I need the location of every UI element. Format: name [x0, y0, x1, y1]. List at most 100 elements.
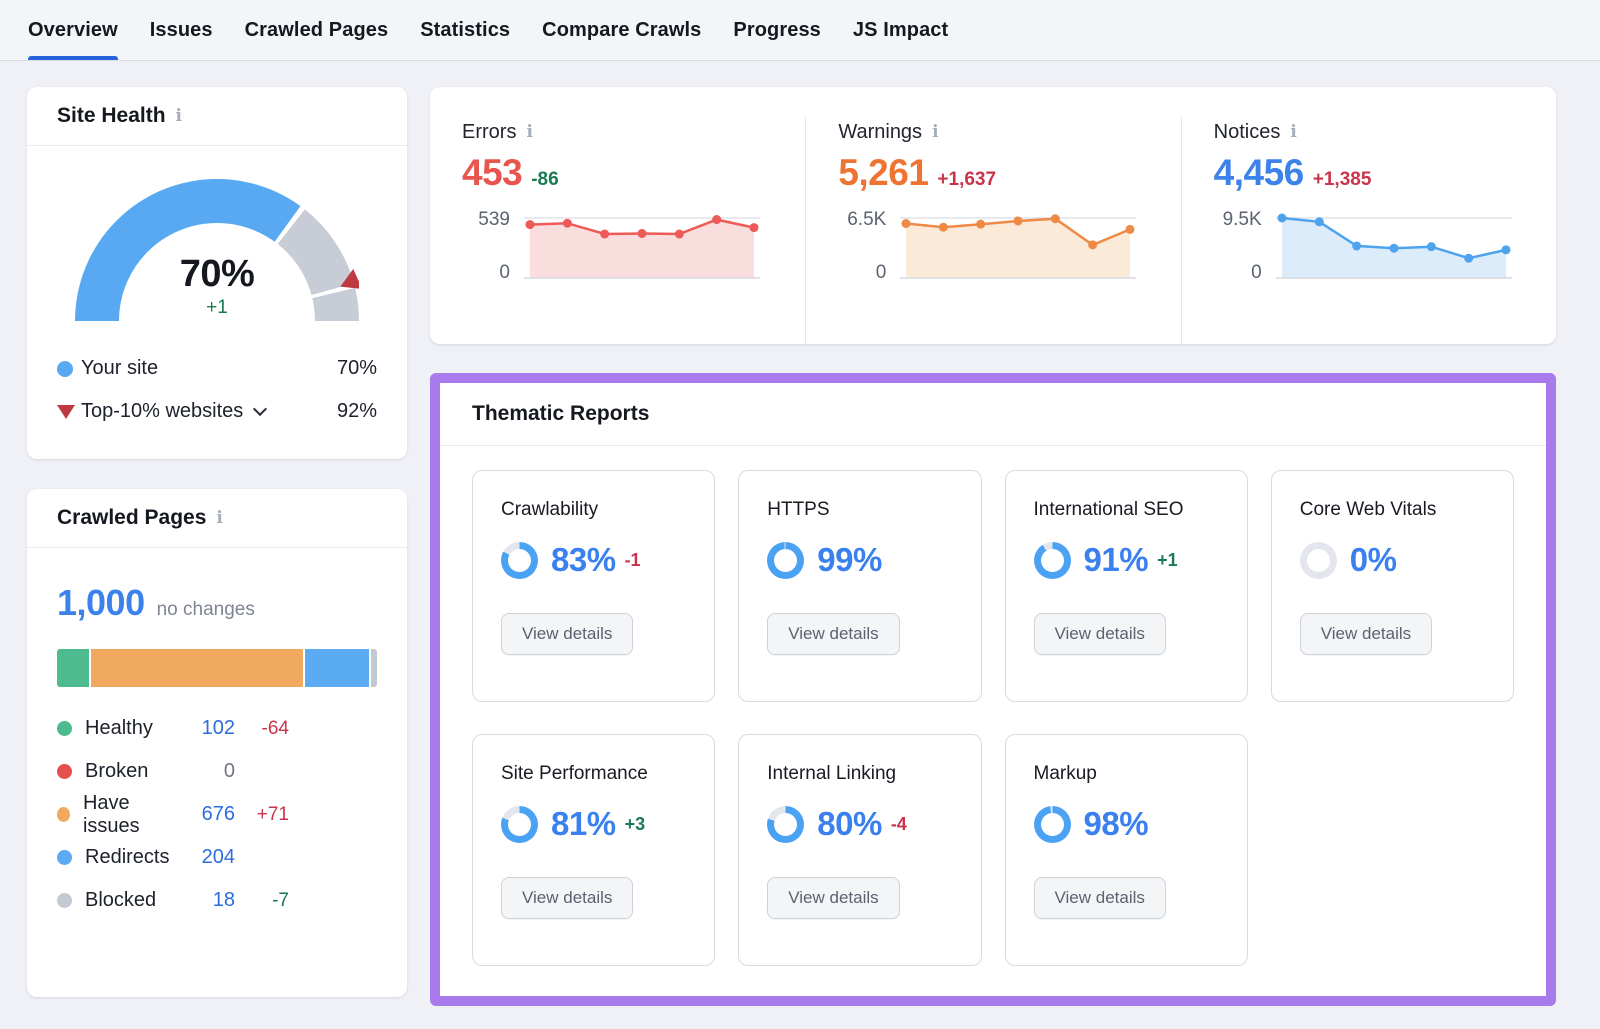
crawled-row-healthy: Healthy 102 -64 [57, 707, 377, 750]
progress-donut-icon [1299, 541, 1337, 579]
crawled-pages-breakdown: Healthy 102 -64 Broken 0 Have issues 676 +71 Red… [57, 707, 377, 922]
stat-label-row: Notices i [1214, 121, 1526, 144]
view-details-button[interactable]: View details [1033, 613, 1166, 655]
axis-min-label: 0 [875, 262, 887, 283]
thematic-score: 0% [1349, 541, 1397, 578]
crawled-row-blocked: Blocked 18 -7 [57, 879, 377, 922]
status-dot-icon [57, 807, 70, 822]
stat-notices: Notices i 4,456 +1,385 9.5K 0 [1180, 117, 1556, 344]
view-details-button[interactable]: View details [1299, 613, 1433, 655]
view-details-button[interactable]: View details [767, 877, 900, 919]
sparkline-block: 9.5K 0 [1214, 210, 1526, 286]
sparkline-axis-labels: 539 0 [462, 210, 510, 282]
thematic-reports-title: Thematic Reports [472, 402, 650, 425]
thematic-card-title: Internal Linking [767, 763, 897, 784]
thematic-delta: -4 [890, 813, 907, 834]
thematic-score: 81% [551, 805, 616, 842]
tab-compare-crawls[interactable]: Compare Crawls [542, 0, 701, 60]
legend-row: Your site 70% [57, 347, 377, 390]
crawled-pages-stacked-bar [57, 649, 377, 687]
thematic-score-row: 81% +3 [501, 805, 686, 843]
progress-donut-icon [1033, 541, 1071, 579]
status-dot-icon [57, 721, 72, 736]
thematic-card-crawlability: Crawlability 83% -1 View details [472, 470, 716, 702]
info-icon[interactable]: i [216, 507, 223, 528]
progress-donut-icon [1033, 805, 1071, 843]
thematic-score-row: 98% [1033, 805, 1219, 843]
crawled-row-label: Broken [85, 760, 149, 782]
sparkline-axis-labels: 9.5K 0 [1214, 210, 1262, 282]
info-icon[interactable]: i [932, 122, 939, 142]
thematic-card-internal-linking: Internal Linking 80% -4 View details [738, 734, 982, 966]
crawled-pages-note: no changes [156, 599, 255, 620]
crawled-pages-total: 1,000 [57, 582, 145, 623]
thematic-card-core-web-vitals: Core Web Vitals 0% View details [1270, 470, 1514, 702]
tab-js-impact[interactable]: JS Impact [853, 0, 948, 60]
crawled-row-redirects: Redirects 204 [57, 836, 377, 879]
site-health-card: Site Health i 70% +1 Your site 70% Top-10%… [27, 87, 407, 459]
crawled-pages-header: Crawled Pages i [27, 489, 407, 548]
thematic-delta: -1 [624, 549, 641, 570]
thematic-card-title: Crawlability [501, 499, 599, 520]
view-details-button[interactable]: View details [501, 877, 634, 919]
stat-label: Warnings [838, 121, 923, 143]
crawled-row-have-issues: Have issues 676 +71 [57, 792, 377, 837]
crawled-row-value[interactable]: 102 [201, 717, 235, 739]
crawled-row-value[interactable]: 676 [201, 803, 235, 825]
bar-segment-blocked [371, 649, 377, 687]
right-column: Errors i 453 -86 539 0 Warnings i 5,261 +1,637 6.5… [430, 87, 1556, 1006]
stat-value-row: 4,456 +1,385 [1214, 152, 1526, 194]
legend-label: Top-10% websites [81, 400, 244, 422]
tab-statistics[interactable]: Statistics [420, 0, 510, 60]
stat-label: Notices [1213, 121, 1281, 143]
thematic-card-title: Site Performance [501, 763, 648, 784]
tab-overview[interactable]: Overview [28, 0, 118, 60]
left-column: Site Health i 70% +1 Your site 70% Top-10%… [27, 87, 407, 1006]
stat-delta: +1,637 [937, 169, 997, 190]
crawled-row-value[interactable]: 0 [223, 760, 235, 782]
info-icon[interactable]: i [1290, 122, 1297, 142]
thematic-delta: +1 [1157, 549, 1178, 570]
view-details-button[interactable]: View details [767, 613, 900, 655]
thematic-delta: +3 [624, 813, 646, 834]
thematic-card-markup: Markup 98% View details [1004, 734, 1248, 966]
stat-value[interactable]: 5,261 [838, 152, 929, 193]
progress-donut-icon [767, 805, 805, 843]
legend-row: Top-10% websites 92% [57, 390, 377, 433]
stat-value[interactable]: 453 [462, 152, 523, 193]
crawled-pages-body: 1,000 no changes Healthy 102 -64 Broken 0 Hav… [27, 548, 407, 922]
status-dot-icon [57, 850, 72, 865]
progress-donut-icon [501, 541, 538, 579]
thematic-card-https: HTTPS 99% View details [738, 470, 982, 702]
stat-value[interactable]: 4,456 [1213, 152, 1305, 193]
crawled-pages-total-row: 1,000 no changes [57, 582, 377, 624]
sparkline-block: 539 0 [462, 210, 775, 286]
crawled-row-value[interactable]: 18 [212, 889, 235, 911]
axis-min-label: 0 [1251, 262, 1262, 283]
your-site-dot-icon [57, 360, 81, 377]
site-health-delta: +1 [206, 297, 228, 318]
legend-value: 70% [336, 357, 377, 379]
view-details-button[interactable]: View details [501, 613, 634, 655]
crawled-row-delta: +71 [256, 803, 289, 825]
info-icon[interactable]: i [526, 122, 533, 142]
progress-donut-icon [767, 541, 805, 579]
thematic-score: 91% [1083, 541, 1149, 578]
tab-issues[interactable]: Issues [150, 0, 213, 60]
chevron-down-icon[interactable] [253, 401, 268, 416]
bar-segment-have-issues [91, 649, 304, 687]
crawled-row-value[interactable]: 204 [201, 846, 235, 868]
info-icon[interactable]: i [175, 105, 182, 126]
crawled-row-label: Blocked [85, 889, 157, 911]
sparkline-chart [1275, 213, 1512, 279]
axis-max-label: 539 [478, 209, 510, 230]
stat-warnings: Warnings i 5,261 +1,637 6.5K 0 [805, 117, 1180, 344]
tab-crawled-pages[interactable]: Crawled Pages [245, 0, 389, 60]
sparkline-block: 6.5K 0 [838, 210, 1150, 286]
view-details-button[interactable]: View details [1033, 877, 1166, 919]
sparkline-axis-labels: 6.5K 0 [838, 210, 886, 282]
thematic-score-row: 0% [1299, 541, 1485, 579]
tab-progress[interactable]: Progress [733, 0, 821, 60]
main-content: Site Health i 70% +1 Your site 70% Top-10%… [0, 61, 1600, 1026]
tab-label: Overview [28, 18, 118, 41]
